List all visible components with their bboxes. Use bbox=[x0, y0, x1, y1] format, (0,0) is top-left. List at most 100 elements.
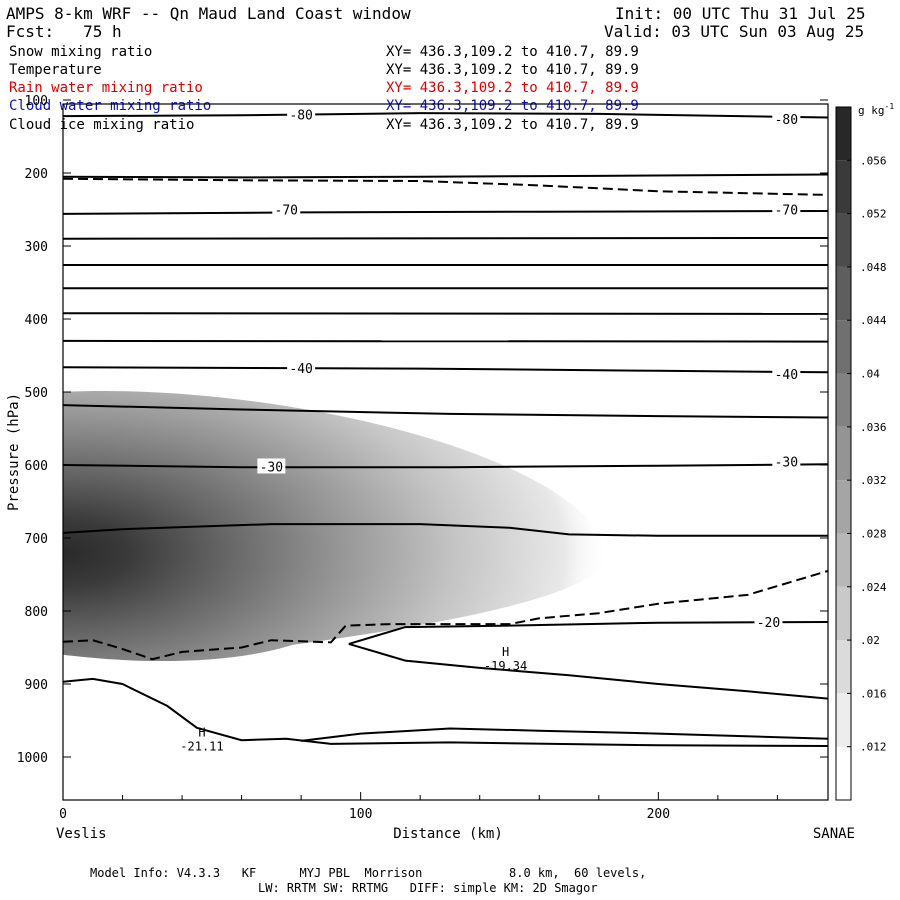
isotherm-label: -20 bbox=[757, 616, 780, 631]
isotherm-label-bg bbox=[287, 359, 316, 375]
isotherm-label: -80 bbox=[775, 113, 798, 128]
temperature-contour bbox=[63, 312, 828, 315]
x-tick-label: 200 bbox=[647, 807, 670, 822]
colorbar-band bbox=[836, 213, 851, 267]
temperature-contour bbox=[63, 339, 828, 343]
colorbar-band bbox=[836, 107, 851, 161]
y-tick-label: 800 bbox=[25, 605, 48, 620]
field-xy-snow: XY= 436.3,109.2 to 410.7, 89.9 bbox=[386, 44, 639, 60]
field-name-snow: Snow mixing ratio bbox=[9, 44, 153, 60]
temperature-contour bbox=[63, 523, 828, 537]
isotherm-label: -40 bbox=[775, 368, 798, 383]
snow-mixing-ratio-shading bbox=[63, 391, 609, 662]
isotherm-label-bg bbox=[772, 201, 801, 217]
model-info-line-2: LW: RRTM SW: RRTMG DIFF: simple KM: 2D S… bbox=[258, 881, 598, 895]
isotherm-label-bg bbox=[754, 613, 783, 629]
colorbar-tick-label: .032 bbox=[860, 474, 887, 487]
y-tick-label: 700 bbox=[25, 532, 48, 547]
y-tick-label: 200 bbox=[25, 167, 48, 182]
field-name-cloud-water: Cloud water mixing ratio bbox=[9, 98, 212, 114]
isotherm-label: -30 bbox=[260, 460, 283, 475]
temperature-contour bbox=[63, 112, 828, 119]
temperature-contour bbox=[63, 677, 828, 747]
colorbar-tick-label: .012 bbox=[860, 741, 887, 754]
left-endpoint-label: Veslis bbox=[56, 826, 107, 842]
y-axis-label: Pressure (hPa) bbox=[6, 393, 22, 511]
colorbar-band bbox=[836, 160, 851, 214]
isotherm-label-bg bbox=[272, 201, 301, 217]
temperature-contour bbox=[63, 404, 828, 419]
y-tick-label: 900 bbox=[25, 678, 48, 693]
y-tick-label: 500 bbox=[25, 386, 48, 401]
extremum-marker: H bbox=[198, 725, 205, 739]
isotherm-label: -40 bbox=[289, 362, 312, 377]
colorbar-unit: g kg-1 bbox=[858, 102, 894, 117]
valid-time: Valid: 03 UTC Sun 03 Aug 25 bbox=[604, 22, 865, 41]
y-tick-label: 100 bbox=[25, 94, 48, 109]
temperature-contour bbox=[348, 621, 828, 645]
colorbar-band bbox=[836, 533, 851, 587]
colorbar-tick-label: .044 bbox=[860, 314, 887, 327]
colorbar-tick-label: .02 bbox=[860, 634, 880, 647]
colorbar-tick-label: .036 bbox=[860, 421, 887, 434]
colorbar-tick-label: .028 bbox=[860, 527, 887, 540]
isotherm-label-bg bbox=[772, 453, 801, 469]
isotherm-label-bg bbox=[287, 106, 316, 122]
colorbar-tick-label: .016 bbox=[860, 687, 887, 700]
temperature-contour bbox=[63, 173, 828, 179]
dashed-contour bbox=[63, 569, 828, 661]
isotherm-label: -70 bbox=[775, 204, 798, 219]
y-tick-label: 300 bbox=[25, 240, 48, 255]
extremum-value: -21.11 bbox=[180, 739, 223, 753]
field-xy-cloud-ice: XY= 436.3,109.2 to 410.7, 89.9 bbox=[386, 117, 639, 133]
extremum-value: -19.34 bbox=[484, 659, 527, 673]
y-tick-label: 1000 bbox=[17, 751, 48, 766]
y-tick-label: 400 bbox=[25, 313, 48, 328]
isotherm-label-bg bbox=[772, 365, 801, 381]
colorbar-unit-exponent: -1 bbox=[885, 102, 895, 111]
x-tick-label: 0 bbox=[59, 807, 67, 822]
forecast-hour: Fcst: 75 h bbox=[6, 22, 122, 41]
field-name-cloud-ice: Cloud ice mixing ratio bbox=[9, 117, 195, 133]
colorbar-band bbox=[836, 320, 851, 374]
field-name-rain: Rain water mixing ratio bbox=[9, 80, 203, 96]
colorbar-frame bbox=[835, 106, 852, 801]
temperature-contour bbox=[300, 727, 828, 742]
plot-frame bbox=[62, 103, 829, 801]
isotherm-label-bg bbox=[257, 458, 286, 474]
field-name-temperature: Temperature bbox=[9, 62, 102, 78]
field-xy-cloud-water: XY= 436.3,109.2 to 410.7, 89.9 bbox=[386, 98, 639, 114]
isotherm-label-bg bbox=[772, 110, 801, 126]
isotherm-label: -30 bbox=[775, 455, 798, 470]
temperature-contour bbox=[63, 210, 828, 215]
colorbar-band bbox=[836, 640, 851, 694]
colorbar-tick-label: .048 bbox=[860, 261, 887, 274]
colorbar-band bbox=[836, 746, 851, 800]
model-info-line-1: Model Info: V4.3.3 KF MYJ PBL Morrison 8… bbox=[90, 866, 647, 880]
colorbar-tick-label: .024 bbox=[860, 581, 887, 594]
colorbar-band bbox=[836, 373, 851, 427]
colorbar-tick-label: .056 bbox=[860, 154, 887, 167]
x-axis-label: Distance (km) bbox=[393, 826, 503, 842]
field-xy-rain: XY= 436.3,109.2 to 410.7, 89.9 bbox=[386, 80, 639, 96]
y-tick-label: 600 bbox=[25, 459, 48, 474]
init-time: Init: 00 UTC Thu 31 Jul 25 bbox=[615, 4, 866, 23]
colorbar-band bbox=[836, 586, 851, 641]
extremum-marker: H bbox=[502, 645, 509, 659]
colorbar-band bbox=[836, 693, 851, 747]
temperature-contour bbox=[63, 237, 828, 240]
colorbar-tick-label: .052 bbox=[860, 208, 887, 221]
isotherm-label: -80 bbox=[289, 109, 312, 124]
colorbar-band bbox=[836, 426, 851, 481]
temperature-contour bbox=[63, 463, 828, 469]
x-tick-label: 100 bbox=[349, 807, 372, 822]
temperature-contour bbox=[348, 642, 828, 700]
colorbar-band bbox=[836, 266, 851, 321]
colorbar-band bbox=[836, 480, 851, 534]
temperature-contour bbox=[63, 366, 828, 374]
colorbar-tick-label: .04 bbox=[860, 368, 880, 381]
isotherm-label: -70 bbox=[275, 204, 298, 219]
right-endpoint-label: SANAE bbox=[813, 826, 855, 842]
dashed-contour bbox=[63, 177, 828, 196]
